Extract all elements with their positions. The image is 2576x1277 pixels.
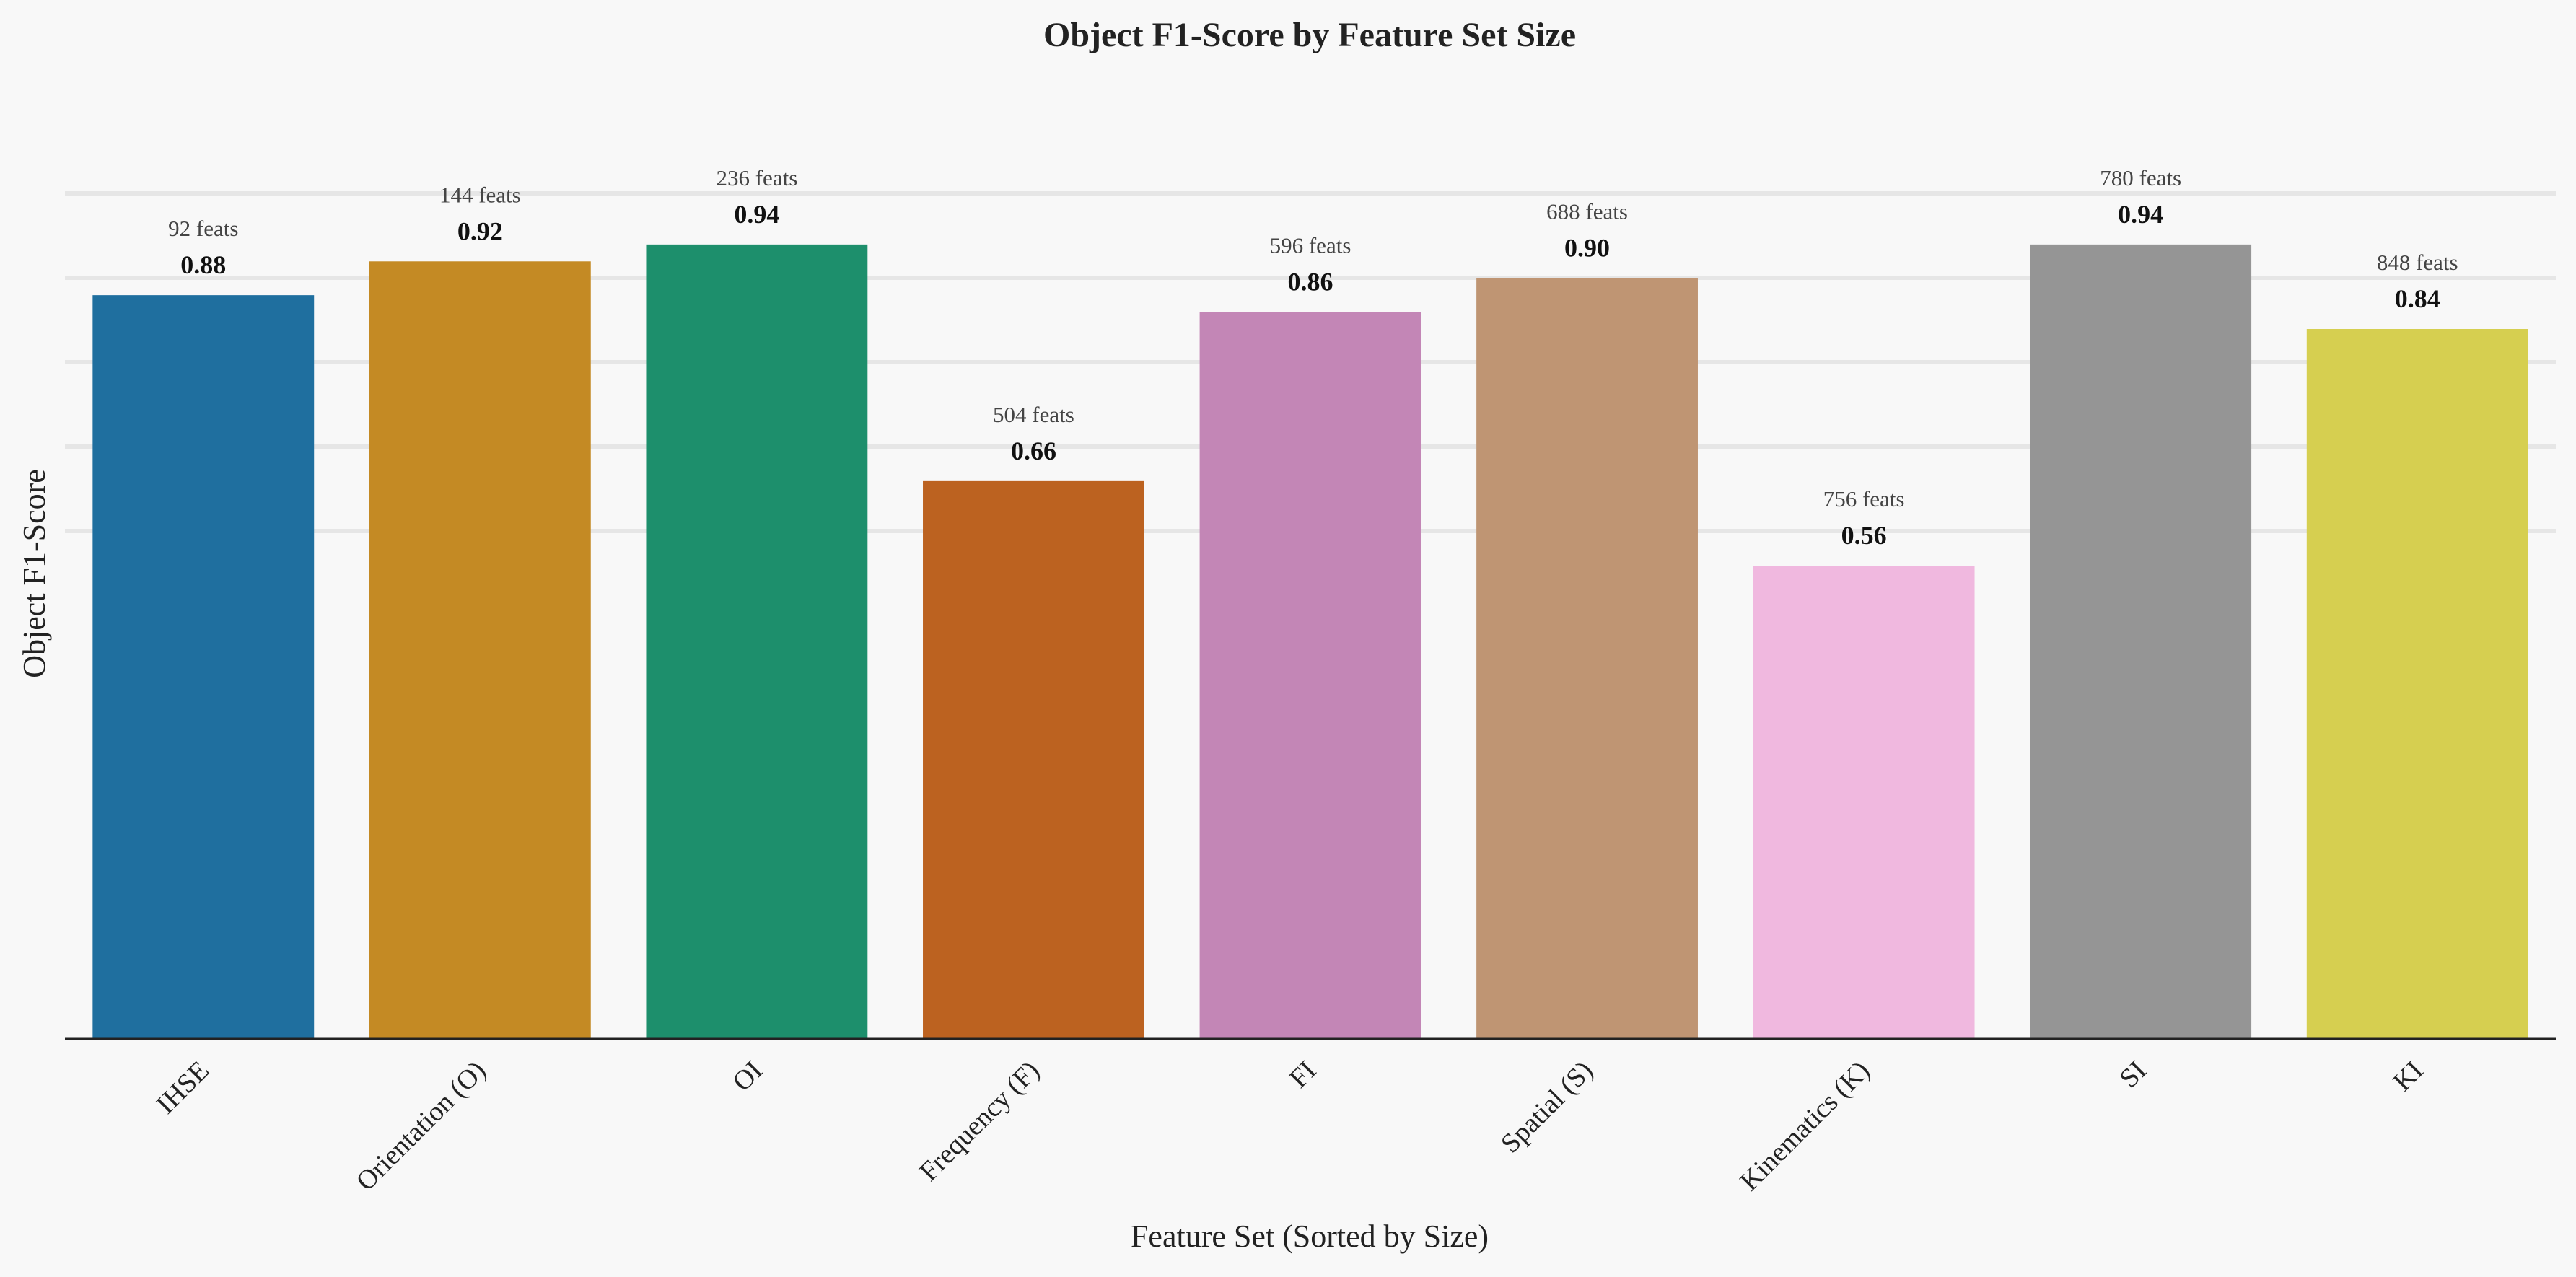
feature-count-label: 504 feats (993, 402, 1074, 427)
chart-title: Object F1-Score by Feature Set Size (1043, 16, 1576, 54)
value-label: 0.86 (1288, 268, 1333, 297)
value-label: 0.94 (734, 200, 779, 229)
feature-count-label: 596 feats (1270, 233, 1351, 258)
x-axis-label: Feature Set (Sorted by Size) (1131, 1219, 1489, 1254)
feature-count-label: 848 feats (2377, 250, 2458, 275)
bar-ihse (92, 295, 315, 1040)
feature-count-label: 688 feats (1546, 199, 1628, 224)
value-label: 0.88 (180, 250, 226, 279)
feature-count-label: 780 feats (2100, 165, 2181, 190)
bar-frequency-f (923, 480, 1144, 1039)
bar-ki (2306, 329, 2528, 1039)
bar-spatial-s (1476, 278, 1698, 1039)
bar-labels-group: 0.88 92 feats 0.92 144 feats 0.94 236 feats 0.… (168, 165, 2458, 550)
feature-count-label: 756 feats (1823, 486, 1905, 512)
bar-orientation-o (369, 261, 591, 1040)
bar-oi (646, 244, 868, 1039)
value-label: 0.56 (1841, 521, 1887, 550)
bar-fi (1199, 312, 1421, 1040)
bars-group (92, 244, 2528, 1040)
feature-count-label: 92 feats (168, 216, 238, 241)
value-label: 0.92 (457, 216, 503, 245)
y-axis-label: Object F1-Score (17, 469, 52, 678)
feature-count-label: 236 feats (716, 165, 797, 190)
feature-count-label: 144 feats (439, 182, 521, 207)
bar-si (2030, 244, 2252, 1039)
bar-kinematics-k (1753, 566, 1975, 1039)
value-label: 0.66 (1011, 436, 1056, 465)
value-label: 0.84 (2395, 284, 2440, 313)
value-label: 0.94 (2118, 200, 2163, 229)
value-label: 0.90 (1564, 234, 1610, 263)
